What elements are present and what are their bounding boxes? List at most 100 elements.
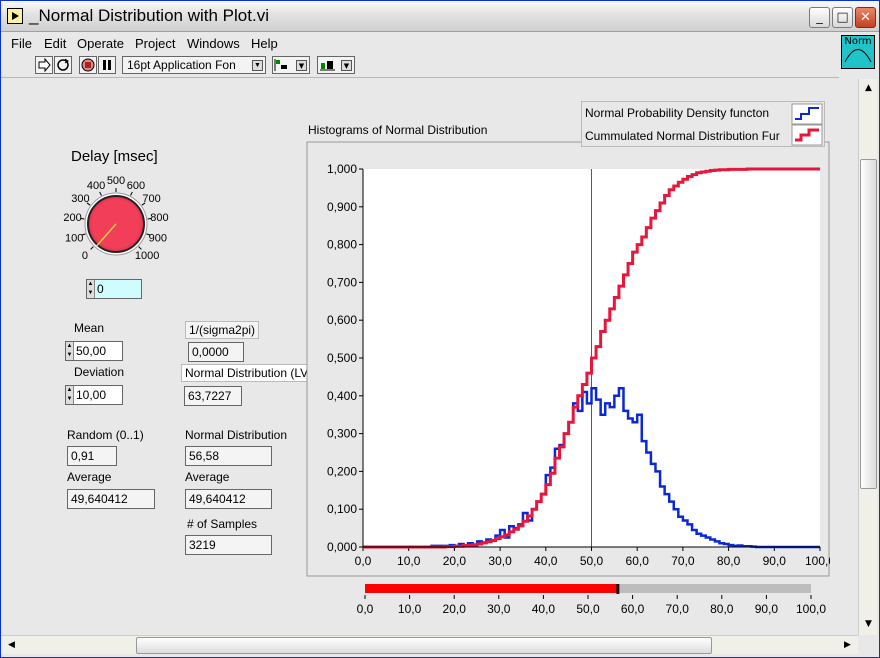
increment-stepper[interactable]: ▲ ▼ [87, 280, 95, 298]
menu-project[interactable]: Project [135, 36, 176, 51]
legend-pdf-label: Normal Probability Density functon [585, 106, 770, 120]
knob-tick-label: 900 [149, 233, 167, 245]
y-tick-label: 0,800 [327, 238, 357, 252]
slider-tick-label: 90,0 [755, 602, 779, 616]
slider-tick-label: 60,0 [621, 602, 645, 616]
y-tick-label: 0,400 [327, 389, 357, 403]
knob-tick-mark [90, 246, 94, 250]
chevron-down-icon: ▼ [252, 60, 263, 71]
one-over-sigma-label: 1/(sigma2pi) [185, 321, 260, 339]
scroll-down-arrow-icon[interactable]: ▼ [865, 619, 872, 629]
normal-value-slider[interactable]: 0,0 10,0 20,0 30,0 40,0 50,0 60,0 70,0 80,0 90,0 1… [349, 584, 827, 624]
knob-tick-label: 500 [107, 175, 125, 187]
window-title: _Normal Distribution with Plot.vi [29, 6, 269, 25]
normal-dist-label: Normal Distribution [185, 428, 288, 442]
cdf-series-line [363, 167, 820, 549]
y-tick-label: 0,600 [327, 313, 357, 327]
horizontal-scrollbar[interactable]: ◀ ▶ [1, 635, 858, 654]
average-right-indicator: 49,640412 [185, 489, 272, 509]
run-continuously-icon[interactable] [54, 56, 72, 74]
y-tick-label: 0,700 [327, 275, 357, 289]
knob-tick-label: 200 [63, 212, 81, 224]
scroll-right-arrow-icon[interactable]: ▶ [844, 640, 851, 650]
samples-indicator: 3219 [185, 535, 272, 555]
font-dropdown[interactable]: 16pt Application Fon ▼ [122, 56, 266, 74]
legend-swatches [791, 103, 823, 146]
slider-thumb[interactable] [616, 584, 620, 594]
menu-edit[interactable]: Edit [44, 36, 67, 51]
knob-tick-label: 400 [87, 180, 105, 192]
random-indicator: 0,91 [67, 446, 117, 466]
run-arrow-icon[interactable] [35, 56, 53, 74]
normal-lv-label: Normal Distribution (LV) [181, 364, 317, 382]
distribute-objects-dropdown[interactable]: ▼ [317, 56, 355, 74]
menu-file[interactable]: File [11, 36, 32, 51]
slider-tick-label: 20,0 [443, 602, 467, 616]
horizontal-scroll-thumb[interactable] [136, 637, 712, 654]
y-tick-label: 0,000 [327, 540, 357, 554]
deviation-label: Deviation [74, 365, 125, 379]
knob-tick-label: 700 [142, 193, 160, 205]
vertical-scrollbar[interactable]: ▲ ▼ [858, 79, 877, 635]
menu-windows[interactable]: Windows [187, 36, 240, 51]
y-tick-label: 0,900 [327, 200, 357, 214]
y-tick-label: 0,500 [327, 351, 357, 365]
samples-label: # of Samples [187, 517, 258, 531]
pause-icon[interactable] [98, 56, 116, 74]
x-tick-label: 100,0 [805, 554, 830, 568]
labview-vi-icon [7, 8, 23, 24]
slider-tick-label: 50,0 [576, 602, 600, 616]
increment-stepper[interactable]: ▲ ▼ [66, 386, 74, 404]
knob-tick-label: 800 [150, 212, 168, 224]
abort-icon[interactable] [79, 56, 97, 74]
normal-lv-indicator: 63,7227 [184, 386, 242, 406]
knob-tick-mark [130, 191, 133, 196]
knob-tick-label: 0 [82, 250, 88, 262]
y-tick-label: 1,000 [327, 162, 357, 176]
menu-help[interactable]: Help [251, 36, 278, 51]
knob-tick-mark [146, 233, 151, 236]
random-label: Random (0..1) [67, 428, 144, 442]
title-bar[interactable]: _Normal Distribution with Plot.vi _ □ ✕ [1, 1, 879, 32]
chevron-down-icon: ▼ [341, 60, 352, 71]
x-tick-label: 30,0 [488, 554, 512, 568]
normal-dist-indicator: 56,58 [185, 446, 272, 466]
x-tick-label: 20,0 [443, 554, 467, 568]
average-left-label: Average [67, 470, 112, 484]
menu-operate[interactable]: Operate [77, 36, 124, 51]
minimize-button[interactable]: _ [809, 7, 830, 28]
mean-field[interactable]: ▲ ▼ 50,00 [65, 341, 123, 361]
x-tick-label: 80,0 [717, 554, 741, 568]
delay-value-field[interactable]: ▲ ▼ 0 [86, 279, 142, 299]
average-right-label: Average [185, 470, 230, 484]
legend-cdf-label: Cummulated Normal Distribution Fur [585, 129, 780, 143]
deviation-field[interactable]: ▲ ▼ 10,00 [65, 385, 123, 405]
front-panel: Delay [msec] 0 100 200 300 400 500 600 700 800 90… [1, 79, 859, 635]
slider-tick-label: 70,0 [666, 602, 690, 616]
knob-tick-label: 100 [65, 233, 83, 245]
increment-stepper[interactable]: ▲ ▼ [66, 342, 74, 360]
vi-icon-label: Norm [844, 36, 872, 47]
histogram-chart[interactable]: 0,000 0,100 0,200 0,300 0,400 0,500 0,600 0,700… [306, 141, 830, 577]
slider-tick-label: 80,0 [710, 602, 734, 616]
x-tick-label: 70,0 [671, 554, 695, 568]
x-tick-label: 40,0 [534, 554, 558, 568]
scroll-left-arrow-icon[interactable]: ◀ [8, 640, 15, 650]
knob-tick-label: 600 [127, 180, 145, 192]
knob-tick-mark [138, 246, 142, 250]
vertical-scroll-thumb[interactable] [860, 159, 877, 489]
close-button[interactable]: ✕ [855, 7, 876, 28]
knob-tick-mark [86, 202, 91, 206]
vi-connector-icon[interactable]: Norm [841, 35, 875, 69]
scroll-up-arrow-icon[interactable]: ▲ [865, 83, 872, 93]
x-tick-label: 60,0 [626, 554, 650, 568]
align-objects-dropdown[interactable]: ▼ [272, 56, 310, 74]
slider-tick-label: 0,0 [357, 602, 374, 616]
delay-label: Delay [msec] [71, 148, 158, 165]
average-left-indicator: 49,640412 [67, 489, 155, 509]
x-tick-label: 10,0 [397, 554, 421, 568]
maximize-button[interactable]: □ [832, 7, 853, 28]
knob-tick-mark [99, 191, 102, 196]
